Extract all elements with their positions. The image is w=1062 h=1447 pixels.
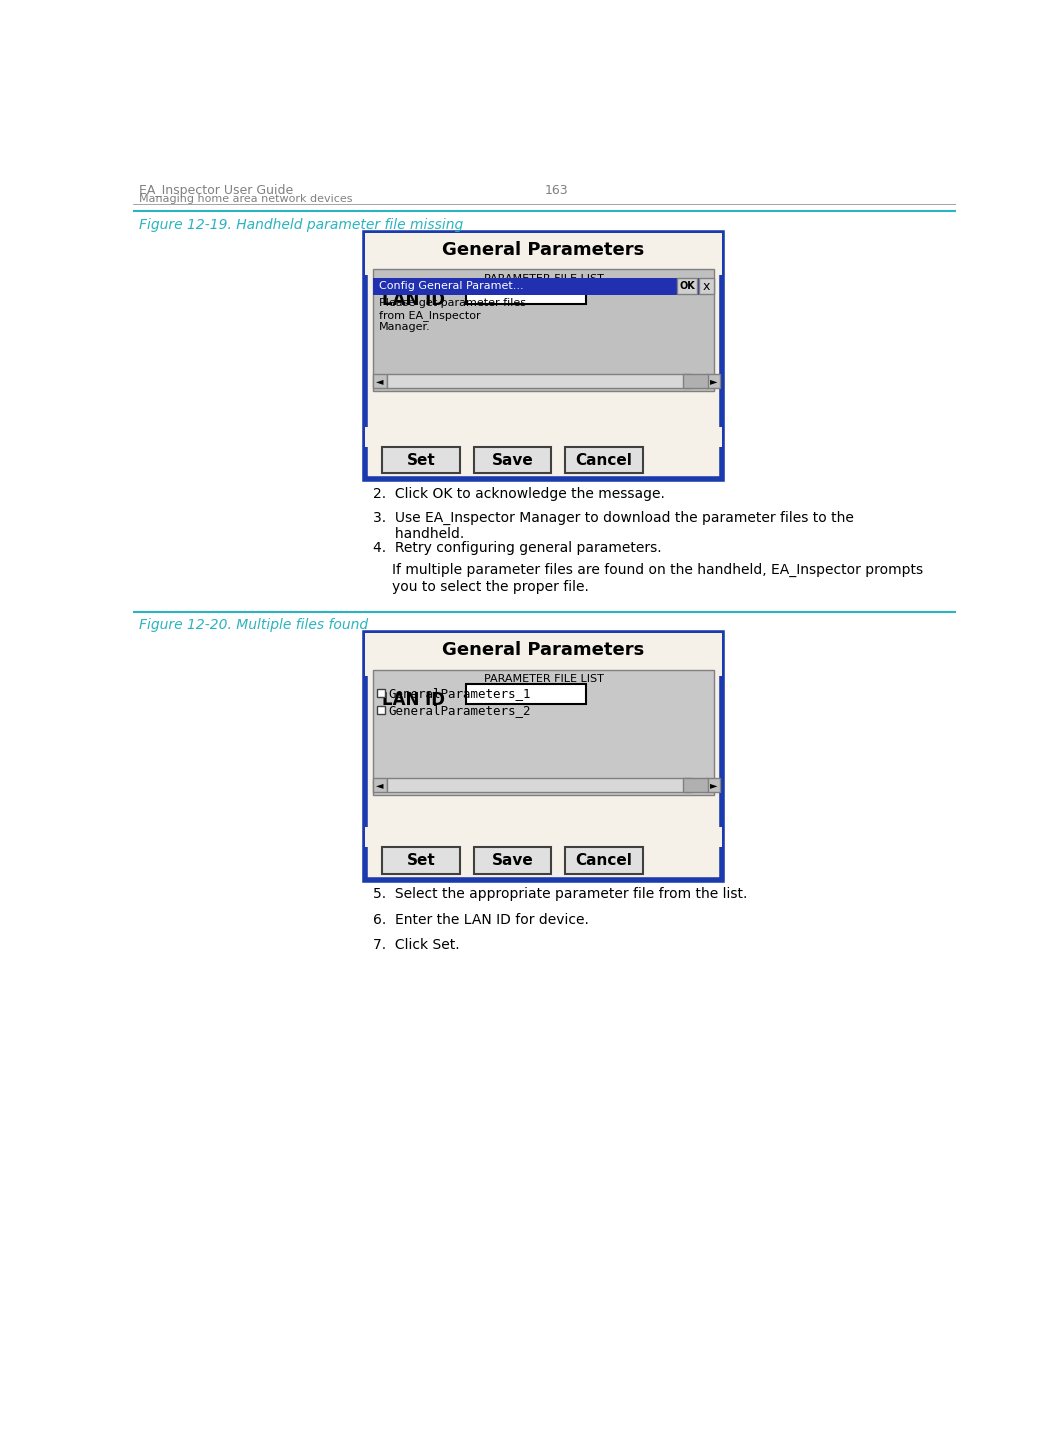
Bar — [565, 848, 643, 874]
Text: Please get parameter files
from EA_Inspector
Manager.: Please get parameter files from EA_Inspe… — [379, 298, 526, 333]
Text: Set: Set — [407, 453, 435, 467]
Bar — [387, 373, 692, 388]
Bar — [365, 828, 722, 848]
Text: GeneralParameters_2: GeneralParameters_2 — [389, 703, 531, 716]
Text: GeneralParameters_1: GeneralParameters_1 — [389, 687, 531, 700]
Bar — [387, 778, 692, 792]
Text: General Parameters: General Parameters — [443, 240, 645, 259]
Bar — [382, 447, 460, 473]
FancyBboxPatch shape — [365, 634, 722, 880]
Text: ◄: ◄ — [376, 780, 383, 790]
FancyBboxPatch shape — [365, 233, 722, 479]
Text: 6.  Enter the LAN ID for device.: 6. Enter the LAN ID for device. — [373, 913, 588, 928]
Bar — [683, 778, 707, 792]
Text: ►: ► — [709, 780, 717, 790]
Text: ◄: ◄ — [376, 376, 383, 386]
Text: EA_Inspector User Guide: EA_Inspector User Guide — [139, 184, 293, 197]
Bar — [382, 848, 460, 874]
Text: Figure 12-20. Multiple files found: Figure 12-20. Multiple files found — [139, 618, 369, 632]
Text: Save: Save — [492, 453, 533, 467]
Bar — [706, 778, 720, 792]
Bar — [373, 278, 714, 295]
Bar — [377, 689, 386, 697]
Bar — [466, 284, 586, 304]
Bar — [373, 269, 714, 391]
Text: 4.  Retry configuring general parameters.: 4. Retry configuring general parameters. — [373, 541, 662, 556]
Bar — [676, 278, 697, 294]
Bar — [706, 373, 720, 388]
Text: Save: Save — [492, 852, 533, 868]
Text: LAN ID: LAN ID — [382, 692, 445, 709]
Bar — [683, 373, 707, 388]
Text: LAN ID: LAN ID — [382, 291, 445, 308]
Text: ►: ► — [709, 376, 717, 386]
Text: Cancel: Cancel — [576, 852, 632, 868]
Bar — [365, 427, 722, 447]
Bar — [373, 373, 387, 388]
Text: Config General Paramet...: Config General Paramet... — [379, 281, 524, 291]
Bar — [565, 447, 643, 473]
Text: 7.  Click Set.: 7. Click Set. — [373, 938, 460, 952]
Text: If multiple parameter files are found on the handheld, EA_Inspector prompts
you : If multiple parameter files are found on… — [392, 563, 924, 593]
Bar — [373, 778, 387, 792]
Bar — [699, 278, 714, 294]
Text: 5.  Select the appropriate parameter file from the list.: 5. Select the appropriate parameter file… — [373, 887, 748, 901]
Text: Managing home area network devices: Managing home area network devices — [139, 194, 353, 204]
Bar — [373, 670, 714, 794]
Bar — [377, 706, 386, 715]
Bar — [365, 634, 722, 676]
Text: PARAMETER FILE LIST: PARAMETER FILE LIST — [483, 273, 603, 284]
Text: 2.  Click OK to acknowledge the message.: 2. Click OK to acknowledge the message. — [373, 488, 665, 501]
Bar — [466, 684, 586, 705]
Text: General Parameters: General Parameters — [443, 641, 645, 658]
Text: Set: Set — [407, 852, 435, 868]
Text: PARAMETER FILE LIST: PARAMETER FILE LIST — [483, 674, 603, 684]
Text: OK: OK — [679, 281, 695, 291]
Text: Figure 12-19. Handheld parameter file missing: Figure 12-19. Handheld parameter file mi… — [139, 217, 463, 232]
Text: 163: 163 — [545, 184, 568, 197]
Text: 3.  Use EA_Inspector Manager to download the parameter files to the
     handhel: 3. Use EA_Inspector Manager to download … — [373, 511, 854, 541]
Bar — [365, 233, 722, 275]
Text: Cancel: Cancel — [576, 453, 632, 467]
Bar — [474, 848, 551, 874]
Text: x: x — [703, 279, 709, 292]
Bar — [474, 447, 551, 473]
